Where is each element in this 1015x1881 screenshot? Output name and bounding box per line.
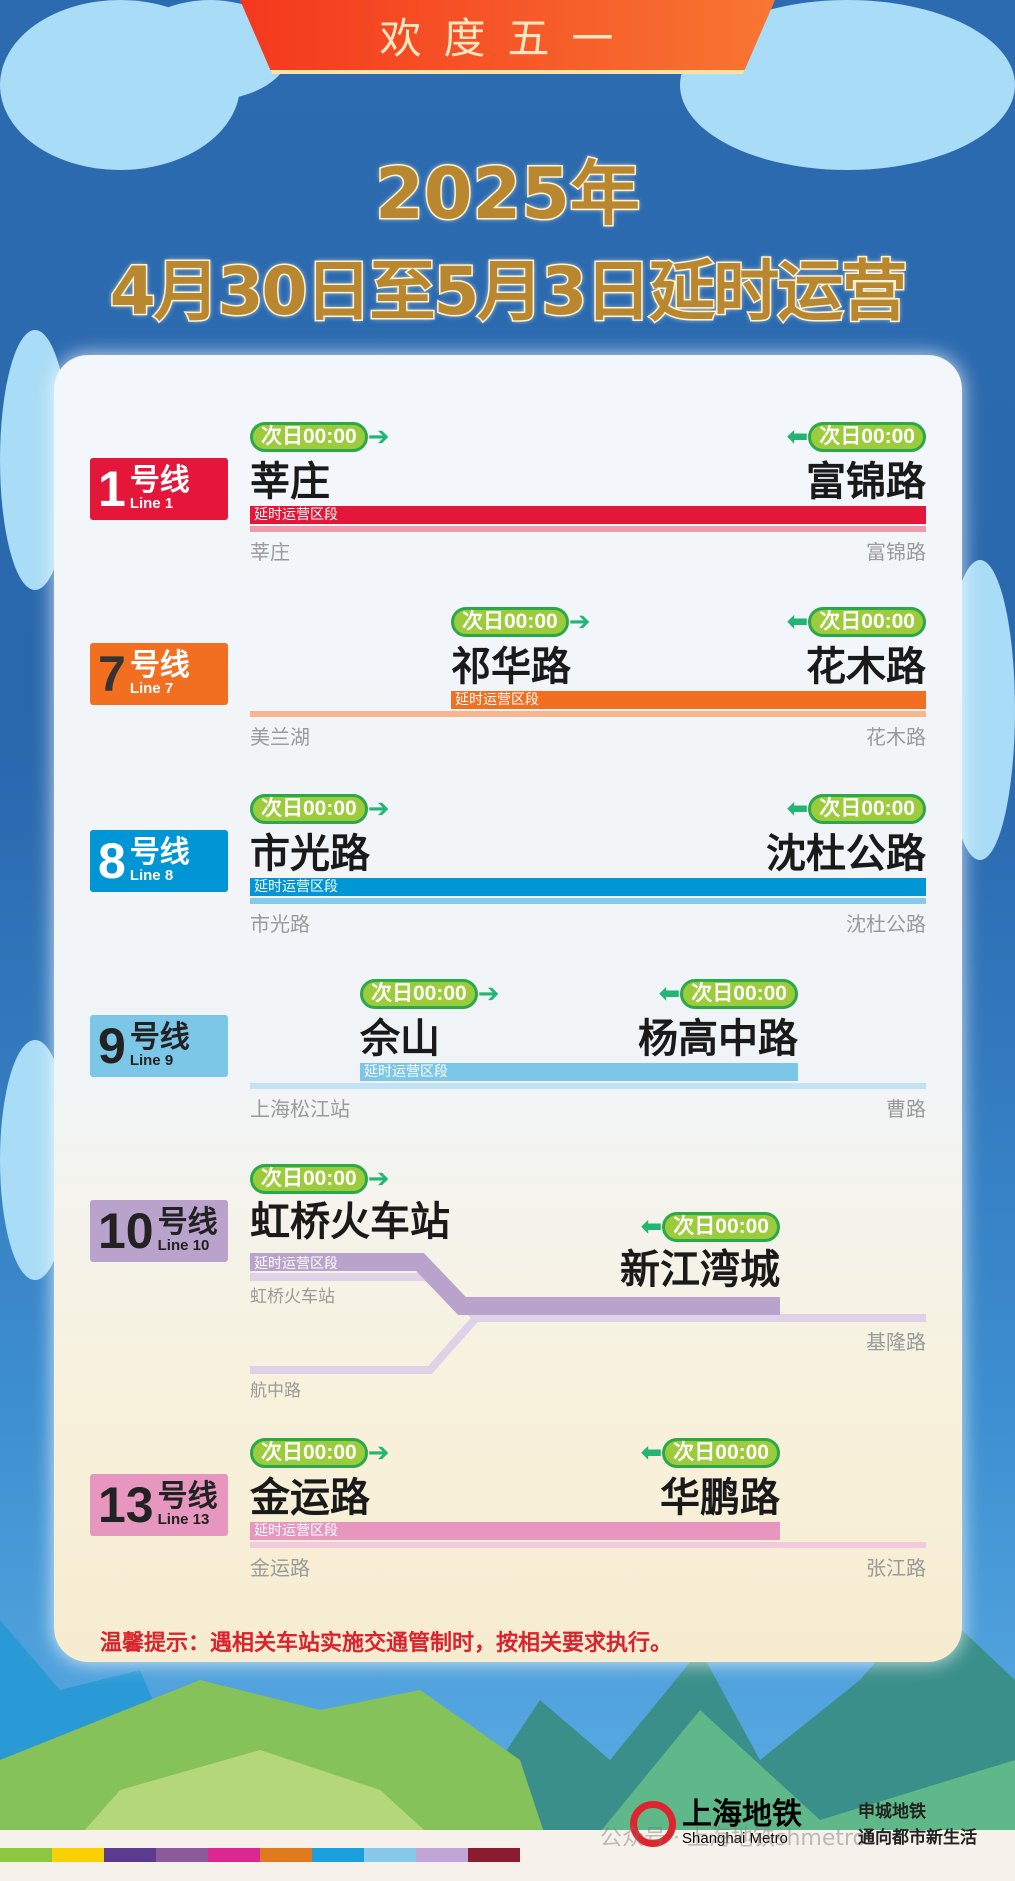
line-badge-8: 8 号线 Line 8: [90, 830, 228, 892]
right-station: 新江湾城: [620, 1247, 780, 1293]
active-segment: 延时运营区段: [360, 1063, 798, 1081]
left-station: 佘山: [360, 1016, 440, 1062]
left-station: 虹桥火车站: [250, 1199, 450, 1245]
arrow-left-icon: ⬅: [658, 979, 681, 1009]
active-segment: [250, 1253, 780, 1315]
left-time-pill: 次日00:00 ➔: [250, 1438, 390, 1468]
right-station: 华鹏路: [660, 1475, 780, 1521]
line-badge-9: 9 号线 Line 9: [90, 1015, 228, 1077]
right-station: 富锦路: [806, 459, 926, 505]
holiday-banner: 欢度五一: [240, 0, 775, 74]
left-time-pill: 次日00:00 ➔: [451, 607, 591, 637]
line10-track: [250, 1253, 926, 1374]
route-start: 虹桥火车站: [250, 1287, 335, 1307]
route-end: 沈杜公路: [846, 912, 926, 936]
schedule-panel: [54, 355, 962, 1662]
arrow-left-icon: ⬅: [640, 1212, 663, 1242]
line-badge-13: 13 号线 Line 13: [90, 1474, 228, 1536]
left-station: 祁华路: [451, 644, 571, 690]
active-segment: 延时运营区段: [250, 1522, 780, 1540]
right-station: 花木路: [806, 644, 926, 690]
right-time-pill: ⬅ 次日00:00: [640, 1438, 780, 1468]
line-badge-7: 7 号线 Line 7: [90, 643, 228, 705]
logo-cn: 上海地铁: [682, 1797, 802, 1832]
full-track: [250, 1542, 926, 1548]
route-end: 富锦路: [866, 540, 926, 564]
route-end: 张江路: [866, 1556, 926, 1580]
mountain-scenery: [0, 1600, 1015, 1881]
arrow-left-icon: ⬅: [640, 1438, 663, 1468]
route-branch: 航中路: [250, 1381, 301, 1401]
shanghai-metro-logo: 上海地铁 Shanghai Metro: [630, 1800, 802, 1847]
left-station: 莘庄: [250, 459, 330, 505]
arrow-right-icon: ➔: [477, 979, 500, 1009]
arrow-right-icon: ➔: [367, 1164, 390, 1194]
route-start: 美兰湖: [250, 725, 310, 749]
route-start: 市光路: [250, 912, 310, 936]
left-station: 金运路: [250, 1475, 370, 1521]
full-track: [250, 1083, 926, 1089]
banner-text: 欢度五一: [379, 13, 636, 63]
left-time-pill: 次日00:00 ➔: [250, 422, 390, 452]
route-end: 花木路: [866, 725, 926, 749]
arrow-left-icon: ⬅: [786, 422, 809, 452]
right-time-pill: ⬅ 次日00:00: [786, 422, 926, 452]
line-badge-1: 1 号线 Line 1: [90, 458, 228, 520]
arrow-right-icon: ➔: [568, 607, 591, 637]
right-time-pill: ⬅ 次日00:00: [640, 1212, 780, 1242]
line-color-stripe: [0, 1848, 520, 1862]
right-time-pill: ⬅ 次日00:00: [658, 979, 798, 1009]
route-start: 莘庄: [250, 540, 290, 564]
left-time-pill: 次日00:00 ➔: [250, 1164, 390, 1194]
line-badge-10: 10 号线 Line 10: [90, 1200, 228, 1262]
route-start: 金运路: [250, 1556, 310, 1580]
slogan: 申城地铁 通向都市新生活: [858, 1802, 977, 1848]
route-start: 上海松江站: [250, 1097, 350, 1121]
active-segment: 延时运营区段: [451, 691, 926, 709]
arrow-left-icon: ⬅: [786, 607, 809, 637]
right-station: 杨高中路: [638, 1016, 798, 1062]
arrow-right-icon: ➔: [367, 794, 390, 824]
watermark: 公众号 · 上海地铁shmetro: [600, 1826, 866, 1851]
warm-tip: 温馨提示：遇相关车站实施交通管制时，按相关要求执行。: [100, 1631, 673, 1656]
full-track: [250, 526, 926, 532]
full-track-branch: [250, 1315, 479, 1374]
arrow-left-icon: ⬅: [786, 794, 809, 824]
right-time-pill: ⬅ 次日00:00: [786, 607, 926, 637]
left-time-pill: 次日00:00 ➔: [360, 979, 500, 1009]
left-station: 市光路: [250, 831, 370, 877]
logo-en: Shanghai Metro: [682, 1830, 788, 1847]
metro-logo-icon: [630, 1800, 676, 1847]
title-year: 2025年: [374, 152, 642, 237]
active-segment: 延时运营区段: [250, 506, 926, 524]
right-station: 沈杜公路: [766, 831, 926, 877]
arrow-right-icon: ➔: [367, 422, 390, 452]
route-end: 基隆路: [866, 1330, 926, 1354]
arrow-right-icon: ➔: [367, 1438, 390, 1468]
active-segment: 延时运营区段: [250, 878, 926, 896]
title-dates: 4月30日至5月3日延时运营: [108, 252, 909, 332]
left-time-pill: 次日00:00 ➔: [250, 794, 390, 824]
right-time-pill: ⬅ 次日00:00: [786, 794, 926, 824]
full-track: [250, 898, 926, 904]
segment-label: 延时运营区段: [254, 1256, 338, 1272]
route-end: 曹路: [886, 1097, 926, 1121]
full-track: [250, 711, 926, 717]
